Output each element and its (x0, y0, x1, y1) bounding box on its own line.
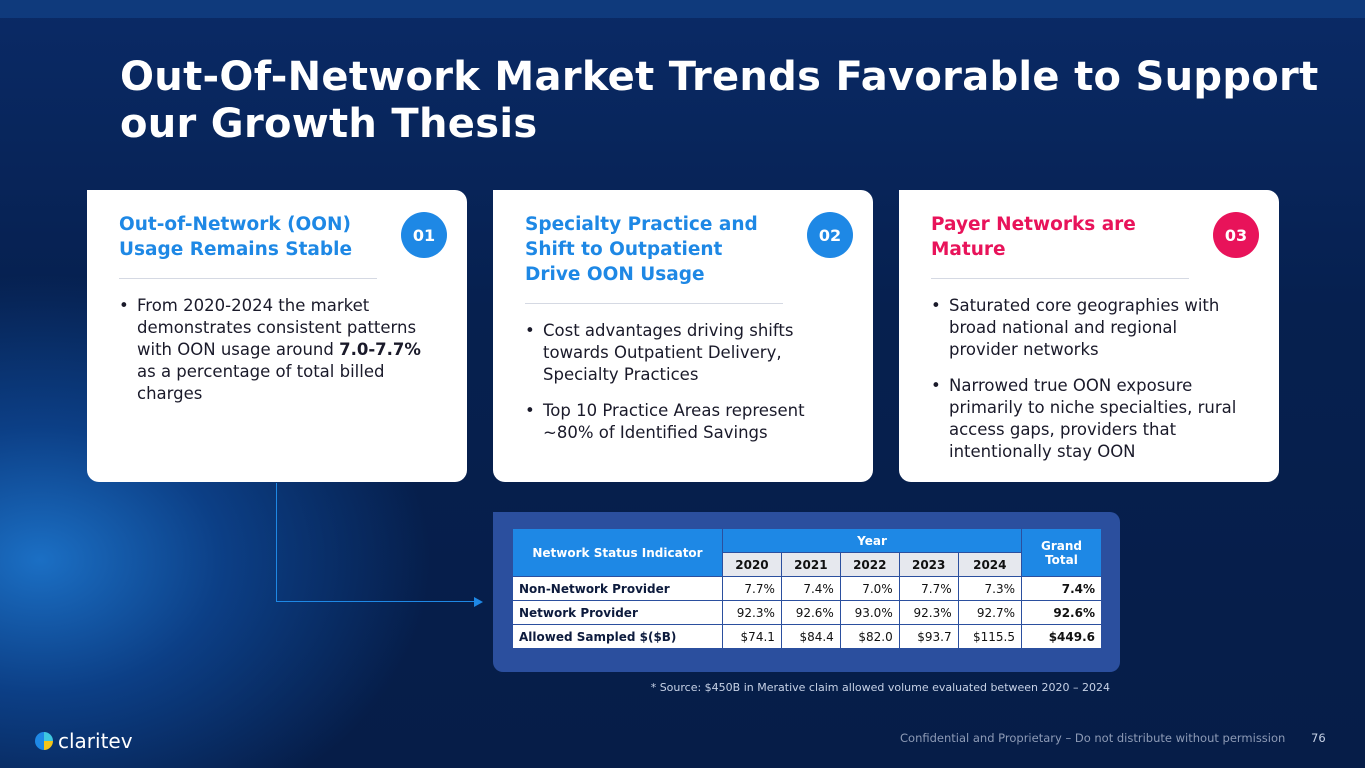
table-row: Non-Network Provider 7.7% 7.4% 7.0% 7.7% 7.3%… (512, 576, 1102, 601)
bullet: Narrowed true OON exposure primarily to … (931, 375, 1247, 463)
cell: 92.6% (780, 600, 841, 625)
source-note: * Source: $450B in Merative claim allowe… (650, 681, 1110, 694)
year-header: 2022 (839, 552, 900, 577)
oon-table: Network Status Indicator Year Grand Tota… (512, 528, 1102, 649)
col-header-year: Year (722, 528, 1022, 553)
cell: 93.0% (839, 600, 900, 625)
claritev-logo: claritev (34, 729, 133, 753)
arrow-head-icon (474, 597, 483, 607)
connector-line (276, 483, 476, 602)
cell: 7.3% (957, 576, 1023, 601)
bullet: Cost advantages driving shifts towards O… (525, 320, 841, 386)
table-panel: Network Status Indicator Year Grand Tota… (493, 512, 1120, 672)
bullet: Saturated core geographies with broad na… (931, 295, 1247, 361)
divider (525, 303, 783, 304)
logo-mark-icon (35, 732, 53, 750)
cell: 92.3% (722, 600, 782, 625)
card-heading: Payer Networks are Mature (931, 214, 1136, 260)
cell: 7.4% (780, 576, 841, 601)
year-header: 2024 (957, 552, 1023, 577)
cell: 7.7% (898, 576, 959, 601)
year-header: 2021 (780, 552, 841, 577)
page-number: 76 (1311, 731, 1326, 745)
page-title: Out-Of-Network Market Trends Favorable t… (120, 54, 1319, 147)
top-bar (0, 0, 1365, 18)
card-specialty-practice: Specialty Practice and Shift to Outpatie… (493, 190, 873, 482)
cell: 92.7% (957, 600, 1023, 625)
card-badge: 03 (1213, 212, 1259, 258)
row-label: Non-Network Provider (512, 576, 723, 601)
total-cell: 7.4% (1021, 576, 1102, 601)
row-label: Network Provider (512, 600, 723, 625)
bullet: Top 10 Practice Areas represent ~80% of … (525, 400, 841, 444)
cell: 7.7% (722, 576, 782, 601)
card-payer-networks: Payer Networks are Mature 03 Saturated c… (899, 190, 1279, 482)
card-oon-usage: Out-of-Network (OON) Usage Remains Stabl… (87, 190, 467, 482)
col-header-grand-total: Grand Total (1021, 528, 1102, 577)
card-heading: Out-of-Network (OON) Usage Remains Stabl… (119, 214, 353, 260)
cell: $82.0 (839, 624, 900, 649)
cell: $93.7 (898, 624, 959, 649)
cell: $74.1 (722, 624, 782, 649)
cell: $115.5 (957, 624, 1023, 649)
divider (931, 278, 1189, 279)
bullet: From 2020-2024 the market demonstrates c… (119, 295, 435, 405)
year-header: 2023 (898, 552, 959, 577)
card-badge: 02 (807, 212, 853, 258)
year-header: 2020 (722, 552, 782, 577)
table-row: Network Provider 92.3% 92.6% 93.0% 92.3% 92.7… (512, 600, 1102, 625)
card-heading: Specialty Practice and Shift to Outpatie… (525, 214, 758, 285)
total-cell: $449.6 (1021, 624, 1102, 649)
card-badge: 01 (401, 212, 447, 258)
col-header-indicator: Network Status Indicator (512, 528, 723, 577)
cell: 92.3% (898, 600, 959, 625)
table-row: Allowed Sampled $($B) $74.1 $84.4 $82.0 $93.… (512, 624, 1102, 649)
cell: $84.4 (780, 624, 841, 649)
confidential-notice: Confidential and Proprietary – Do not di… (900, 731, 1286, 745)
divider (119, 278, 377, 279)
total-cell: 92.6% (1021, 600, 1102, 625)
row-label: Allowed Sampled $($B) (512, 624, 723, 649)
cell: 7.0% (839, 576, 900, 601)
